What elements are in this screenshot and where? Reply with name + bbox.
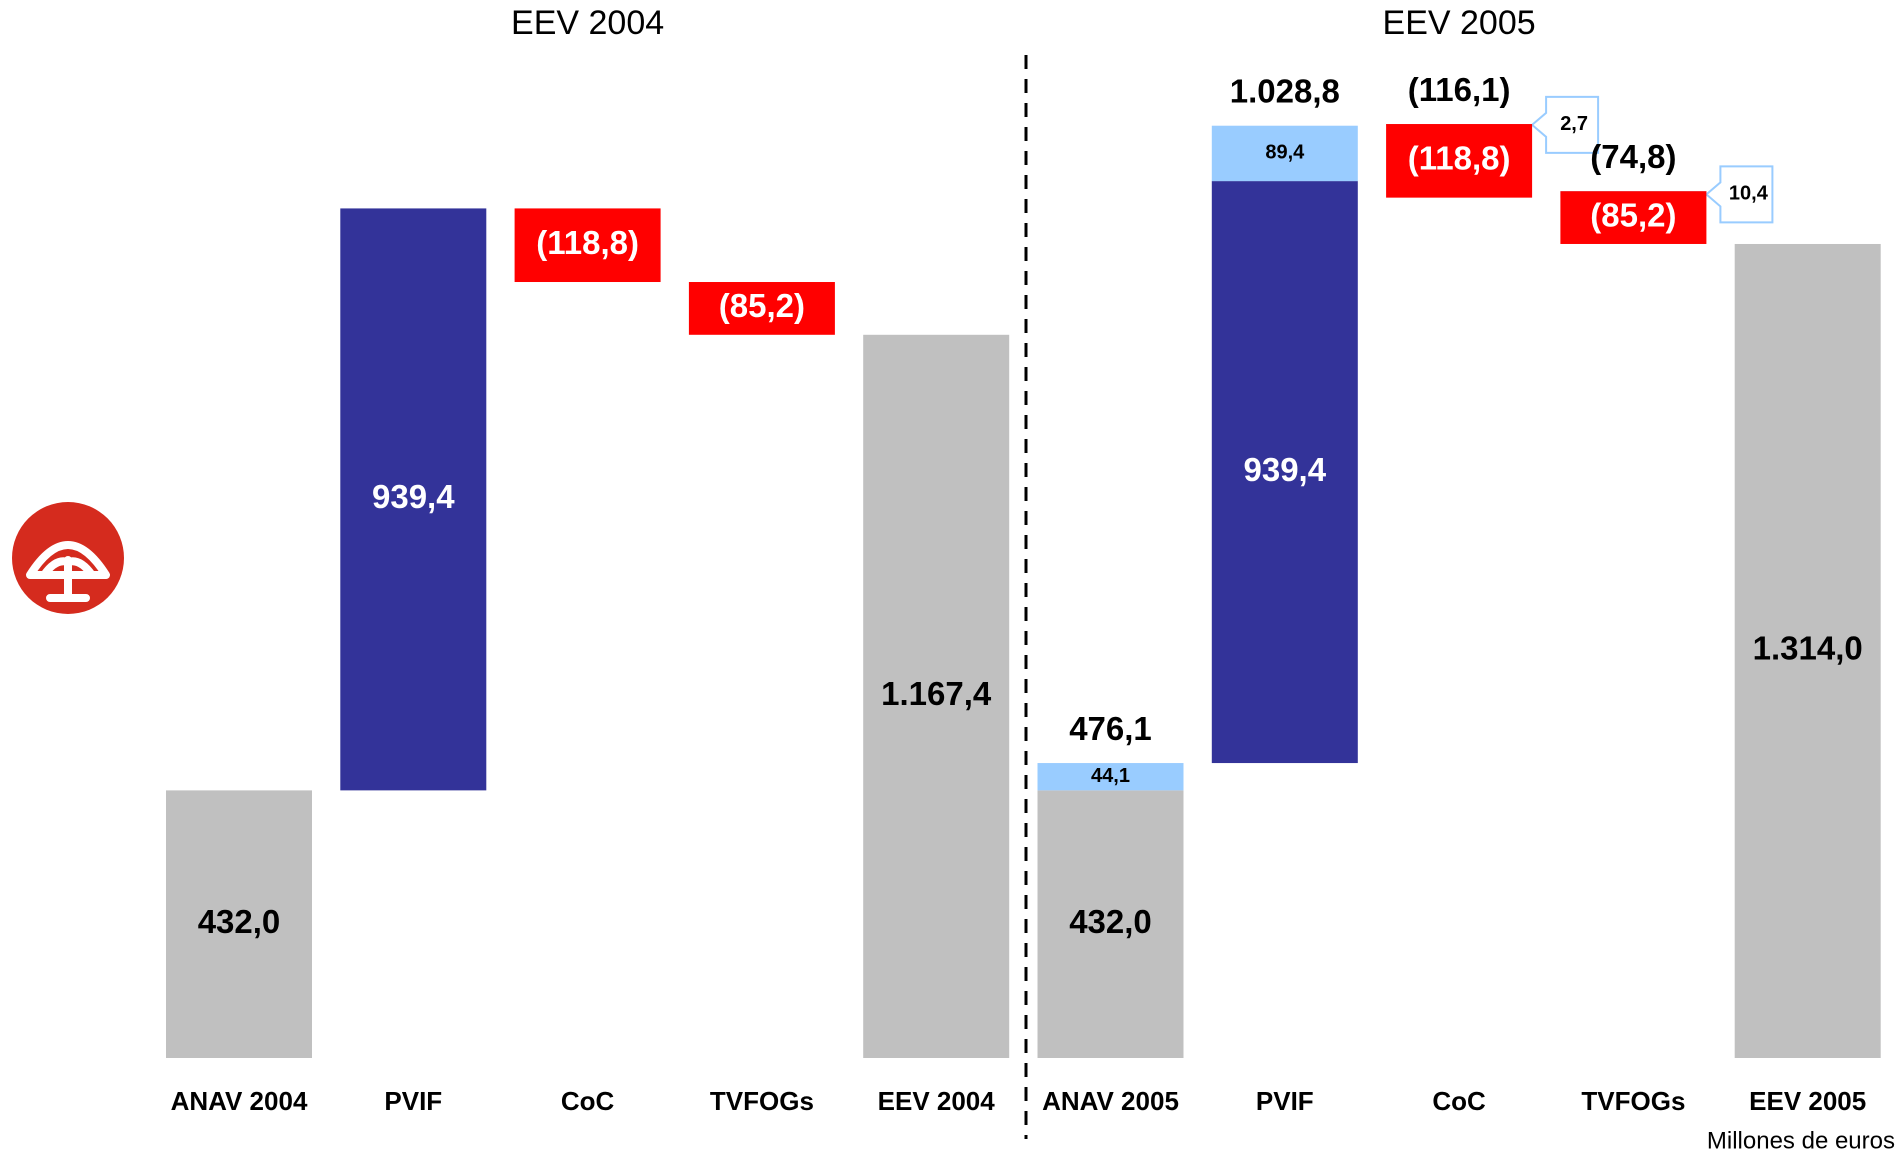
callout-box [1530, 95, 1600, 154]
bar-segment [1560, 191, 1707, 244]
total-label: 476,1 [1069, 710, 1152, 747]
bar-segment [688, 282, 835, 335]
value-label: 432,0 [198, 903, 281, 940]
x-tick-label: EEV 2005 [1749, 1086, 1866, 1116]
x-tick-label: CoC [1432, 1086, 1486, 1116]
panel-title: EEV 2004 [511, 4, 664, 42]
logo [12, 502, 124, 614]
total-label: (74,8) [1590, 138, 1676, 175]
x-tick-label: TVFOGs [710, 1086, 814, 1116]
x-tick-label: PVIF [384, 1086, 442, 1116]
bar-segment [514, 208, 661, 283]
total-label: 1.028,8 [1230, 72, 1340, 109]
value-label: 939,4 [372, 478, 455, 515]
unit-note: Millones de euros [1707, 1127, 1895, 1150]
bar-segment [1037, 790, 1184, 1058]
bar-segment [1037, 763, 1184, 791]
bar-segment [863, 334, 1010, 1059]
bar-segment [1211, 125, 1358, 182]
bar-segment [340, 208, 487, 791]
value-label: 939,4 [1244, 451, 1327, 488]
panel-title: EEV 2005 [1383, 4, 1536, 42]
x-tick-label: PVIF [1256, 1086, 1314, 1116]
x-tick-label: TVFOGs [1581, 1086, 1685, 1116]
x-tick-label: ANAV 2004 [171, 1086, 308, 1116]
value-label: (118,8) [536, 224, 639, 261]
bar-segment [1211, 181, 1358, 764]
value-label: 1.314,0 [1753, 630, 1863, 667]
bar-segment [1386, 124, 1533, 198]
value-label: 10,4 [1729, 183, 1769, 205]
x-tick-label: CoC [561, 1086, 615, 1116]
value-label: (118,8) [1408, 140, 1511, 177]
value-label: 89,4 [1265, 142, 1305, 164]
x-tick-label: EEV 2004 [878, 1086, 996, 1116]
value-label: (85,2) [1590, 196, 1676, 233]
value-label: 432,0 [1069, 903, 1152, 940]
value-label: 44,1 [1091, 765, 1130, 787]
bar-segment [1734, 243, 1881, 1059]
callout-box [1704, 165, 1774, 224]
value-label: (85,2) [719, 287, 805, 324]
value-label: 1.167,4 [881, 675, 992, 712]
value-label: 2,7 [1560, 113, 1588, 135]
x-tick-label: ANAV 2005 [1042, 1086, 1179, 1116]
total-label: (116,1) [1408, 71, 1511, 108]
bar-segment [166, 790, 312, 1058]
